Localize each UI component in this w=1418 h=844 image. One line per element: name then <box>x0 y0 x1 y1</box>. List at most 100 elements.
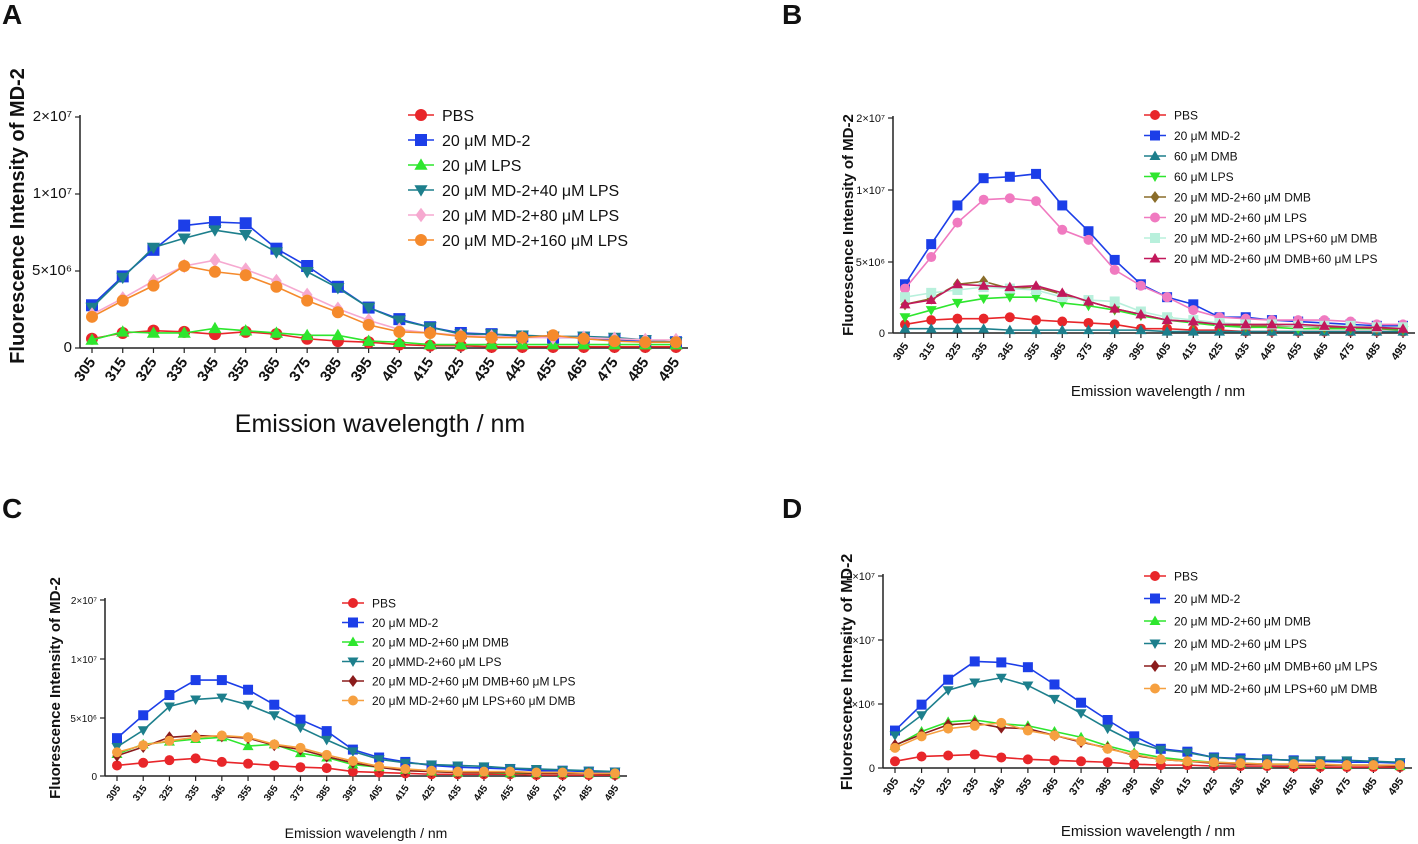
data-point <box>978 280 990 290</box>
data-point <box>1004 293 1016 303</box>
data-point <box>1292 318 1304 329</box>
x-tick-label: 335 <box>970 341 990 363</box>
x-tick-label: 355 <box>1022 341 1042 363</box>
data-point <box>916 751 927 762</box>
series-line <box>905 327 1403 333</box>
data-point <box>177 233 191 245</box>
data-point <box>1155 754 1166 765</box>
data-point <box>583 768 594 779</box>
data-point <box>969 720 980 731</box>
series-line <box>904 283 1404 330</box>
data-point <box>216 693 228 704</box>
x-tick-label: 355 <box>225 355 253 385</box>
data-point <box>1397 323 1409 333</box>
y-axis-title: Fluorescence Intensity of MD-2 <box>839 554 856 791</box>
y-tick-label: 2×10⁷ <box>846 571 875 583</box>
data-point <box>557 767 568 778</box>
data-point <box>138 710 149 721</box>
x-tick-label: 345 <box>987 776 1007 798</box>
data-point <box>925 306 937 316</box>
legend-label: 20 μM MD-2+60 μM DMB+60 μM LPS <box>1174 252 1377 266</box>
x-tick-label: 315 <box>131 783 150 803</box>
x-tick-label: 405 <box>1147 776 1167 798</box>
data-point <box>485 331 498 344</box>
legend-marker <box>1149 150 1161 160</box>
data-point <box>208 265 221 278</box>
data-point <box>969 749 980 760</box>
legend-marker <box>1149 172 1161 182</box>
data-point <box>1102 757 1113 768</box>
data-point <box>164 735 175 746</box>
legend-label: 20 μM MD-2 <box>442 133 530 150</box>
x-tick-label: 325 <box>132 355 160 385</box>
data-point <box>900 292 910 303</box>
legend-marker <box>1150 212 1160 223</box>
y-tick-label: 0 <box>879 328 885 340</box>
x-tick-label: 355 <box>236 783 255 803</box>
data-point <box>216 730 227 741</box>
y-tick-label: 0 <box>869 763 875 775</box>
x-tick-label: 435 <box>1227 776 1247 798</box>
data-point <box>242 700 254 711</box>
data-point <box>925 294 937 305</box>
data-point <box>331 283 345 295</box>
data-point <box>1057 200 1068 211</box>
y-tick-label: 0 <box>91 772 97 783</box>
data-point <box>321 735 333 746</box>
legend-label: 20 μM MD-2+60 μM DMB+60 μM LPS <box>372 674 575 688</box>
x-tick-label: 315 <box>917 341 937 363</box>
data-point <box>1004 193 1015 204</box>
data-point <box>112 747 122 758</box>
data-point <box>116 325 130 337</box>
data-point <box>268 711 280 721</box>
x-tick-label: 485 <box>624 355 652 385</box>
data-point <box>146 326 161 338</box>
data-point <box>1262 759 1273 770</box>
x-tick-label: 425 <box>1200 776 1220 798</box>
data-point <box>1162 292 1173 303</box>
data-point <box>516 331 529 344</box>
data-point <box>1083 226 1094 237</box>
x-tick-label: 445 <box>501 355 529 385</box>
data-point <box>1181 748 1193 759</box>
legend-marker <box>1150 660 1160 672</box>
legend-label: 20 μM MD-2+60 μM DMB+60 μM LPS <box>1174 659 1377 673</box>
x-tick-label: 385 <box>315 783 334 803</box>
x-tick-label: 495 <box>1389 341 1409 363</box>
series-6: 20 μM MD-2+60 μM LPS+60 μM DMB <box>112 694 620 779</box>
legend-label: 20 μM MD-2+60 μM LPS+60 μM DMB <box>372 694 575 708</box>
series-2: 20 μM MD-2 <box>890 592 1405 769</box>
x-tick-label: 325 <box>157 783 176 803</box>
x-tick-label: 365 <box>1041 776 1061 798</box>
data-point <box>969 656 980 667</box>
data-point <box>996 752 1007 763</box>
data-point <box>177 326 191 338</box>
x-tick-label: 345 <box>996 341 1016 363</box>
legend-marker <box>348 695 358 706</box>
data-point <box>112 733 122 744</box>
data-point <box>1004 281 1016 292</box>
data-point <box>1082 324 1094 335</box>
series-3: 60 μM DMB <box>899 149 1409 336</box>
data-point <box>399 758 411 769</box>
data-point <box>926 239 937 250</box>
x-tick-label: 425 <box>419 783 438 803</box>
legend-label: 20 μM MD-2+60 μM DMB <box>1174 614 1311 628</box>
x-tick-label: 465 <box>563 355 591 385</box>
x-tick-label: 365 <box>262 783 281 803</box>
data-point <box>1083 234 1094 245</box>
series-6: 20 μM MD-2+160 μM LPS <box>86 233 682 349</box>
x-tick-label: 465 <box>524 783 543 803</box>
x-tick-label: 335 <box>184 783 203 803</box>
data-point <box>321 749 332 760</box>
data-point <box>362 318 375 331</box>
data-point <box>978 323 990 333</box>
x-tick-label: 305 <box>891 341 911 363</box>
data-point <box>978 313 989 324</box>
data-point <box>331 306 344 319</box>
legend-marker <box>415 207 427 223</box>
data-point <box>208 321 222 334</box>
legend-label: 20 μM MD-2+60 μM DMB <box>1174 190 1311 204</box>
data-point <box>138 757 149 768</box>
data-point <box>1161 326 1173 336</box>
